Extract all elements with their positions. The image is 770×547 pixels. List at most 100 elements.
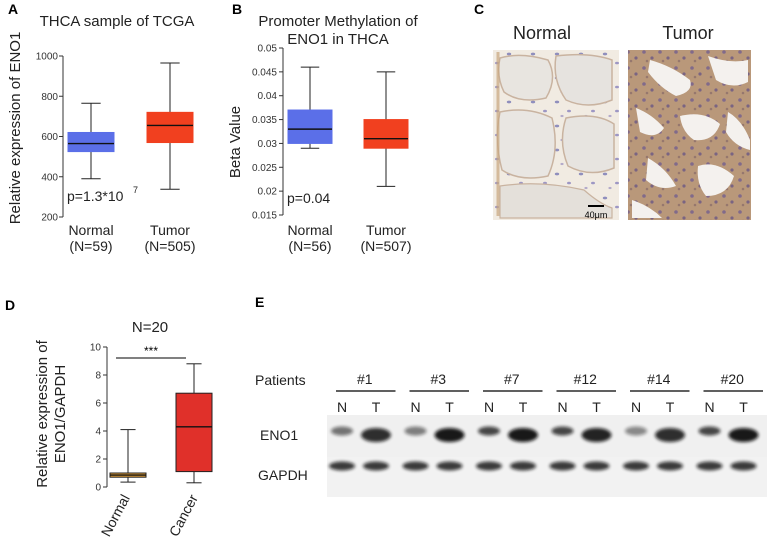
lane-label: T bbox=[372, 399, 381, 415]
significance-bracket: *** bbox=[116, 344, 186, 359]
lane-label: T bbox=[519, 399, 528, 415]
lane-label: N bbox=[557, 399, 567, 415]
y-tick-label: 0.035 bbox=[252, 115, 277, 126]
box-iqr bbox=[67, 131, 115, 153]
gapdh-band bbox=[549, 461, 576, 471]
gapdh-band bbox=[696, 461, 723, 471]
box-cancer bbox=[175, 363, 213, 484]
gapdh-band bbox=[657, 461, 683, 471]
patient-label: #1 bbox=[357, 371, 373, 387]
gapdh-band bbox=[329, 461, 355, 471]
eno1-band bbox=[698, 426, 721, 436]
gapdh-bands bbox=[329, 461, 757, 471]
y-tick-label: 0.05 bbox=[258, 44, 278, 55]
lane-label: T bbox=[592, 399, 601, 415]
y-tick-label: 1000 bbox=[36, 52, 59, 63]
lane-label: N bbox=[631, 399, 641, 415]
panel-d-category-cancer: Cancer bbox=[166, 491, 201, 539]
eno1-band bbox=[361, 428, 391, 442]
box-iqr bbox=[146, 111, 194, 144]
lane-label: T bbox=[666, 399, 675, 415]
panel-a-category-tumor: Tumor bbox=[150, 222, 190, 238]
box-iqr bbox=[287, 109, 333, 144]
eno1-band bbox=[508, 428, 538, 442]
panel-a-n-tumor: (N=505) bbox=[145, 238, 196, 254]
eno1-band bbox=[728, 428, 759, 442]
box-tumor bbox=[146, 62, 194, 190]
eno1-band bbox=[625, 426, 647, 436]
blot-row-label-gapdh: GAPDH bbox=[258, 467, 308, 483]
y-tick-label: 200 bbox=[41, 213, 58, 224]
y-tick-label: 0.03 bbox=[258, 139, 278, 150]
panel-a-pvalue: p=1.3*10 7 bbox=[67, 185, 138, 204]
panel-b-title-line2: ENO1 in THCA bbox=[287, 31, 388, 48]
panel-b-y-axis-label: Beta Value bbox=[227, 106, 244, 178]
panel-b-category-tumor: Tumor bbox=[366, 222, 406, 238]
eno1-band bbox=[434, 428, 465, 442]
panel-d-axes: 0 2 4 6 8 10 bbox=[90, 343, 213, 494]
eno1-band bbox=[478, 426, 500, 436]
patient-label: #3 bbox=[430, 371, 446, 387]
gapdh-band bbox=[583, 461, 610, 471]
lane-label: N bbox=[484, 399, 494, 415]
panel-b-pvalue: p=0.04 bbox=[287, 190, 330, 206]
box-normal bbox=[67, 102, 115, 180]
patient-headers: #1 #3 #7 #12 #14 #20 bbox=[336, 371, 763, 392]
gapdh-band bbox=[402, 461, 429, 471]
panel-b-title-line1: Promoter Methylation of bbox=[258, 13, 418, 30]
eno1-band bbox=[581, 428, 612, 442]
panel-d-category-normal: Normal bbox=[98, 492, 133, 539]
y-tick-label: 0.025 bbox=[252, 163, 277, 174]
panel-a-pvalue-exponent: 7 bbox=[133, 185, 138, 195]
y-tick-label: 600 bbox=[41, 132, 58, 143]
box-normal bbox=[109, 429, 147, 483]
lane-label: N bbox=[410, 399, 420, 415]
y-tick-label: 800 bbox=[41, 92, 58, 103]
panel-d: D N=20 Relative expression of ENO1/GAPDH… bbox=[5, 297, 213, 539]
eno1-band bbox=[655, 428, 685, 442]
y-tick-label: 6 bbox=[95, 399, 101, 410]
gapdh-band bbox=[436, 461, 463, 471]
y-tick-label: 10 bbox=[90, 343, 102, 354]
panel-b-n-normal: (N=56) bbox=[288, 238, 331, 254]
panel-a-category-normal: Normal bbox=[68, 222, 113, 238]
panel-label-e: E bbox=[255, 294, 264, 310]
gapdh-band bbox=[363, 461, 389, 471]
patients-label: Patients bbox=[255, 372, 306, 388]
panel-d-title: N=20 bbox=[132, 319, 168, 336]
y-tick-label: 0 bbox=[95, 483, 101, 494]
panel-c-normal-label: Normal bbox=[513, 23, 571, 43]
box-tumor bbox=[363, 71, 409, 187]
panel-label-c: C bbox=[474, 1, 484, 17]
gapdh-band bbox=[476, 461, 502, 471]
patient-label: #14 bbox=[647, 371, 671, 387]
gapdh-membrane bbox=[327, 457, 767, 497]
panel-b-axes: 0.015 0.02 0.025 0.03 0.035 0.04 0.045 0.05 bbox=[252, 44, 409, 222]
panel-label-d: D bbox=[5, 297, 15, 313]
patient-label: #12 bbox=[574, 371, 598, 387]
panel-a-n-normal: (N=59) bbox=[69, 238, 112, 254]
y-tick-label: 0.015 bbox=[252, 211, 277, 222]
y-tick-label: 2 bbox=[95, 455, 101, 466]
eno1-band bbox=[551, 426, 574, 436]
gapdh-band bbox=[510, 461, 536, 471]
eno1-band bbox=[331, 426, 353, 436]
lane-label: T bbox=[445, 399, 454, 415]
panel-a-axes: 200 400 600 800 1000 bbox=[36, 52, 194, 224]
lane-label: N bbox=[337, 399, 347, 415]
panel-a-y-axis-label: Relative expression of ENO1 bbox=[7, 32, 24, 225]
panel-c: C Normal Tumor 40μm bbox=[474, 1, 751, 220]
eno1-band bbox=[404, 426, 427, 436]
y-tick-label: 0.02 bbox=[258, 187, 278, 198]
panel-d-y-axis-label-line2: ENO1/GAPDH bbox=[52, 365, 69, 463]
panel-label-b: B bbox=[232, 1, 242, 17]
eno1-membrane bbox=[327, 415, 767, 459]
lane-label: T bbox=[739, 399, 748, 415]
box-iqr bbox=[175, 392, 213, 473]
panel-c-tumor-label: Tumor bbox=[662, 23, 713, 43]
panel-b: B Promoter Methylation of ENO1 in THCA B… bbox=[227, 1, 418, 254]
tumor-tissue-image bbox=[628, 50, 751, 220]
panel-label-a: A bbox=[8, 1, 18, 17]
